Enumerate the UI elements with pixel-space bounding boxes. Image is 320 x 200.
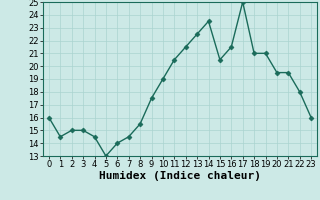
X-axis label: Humidex (Indice chaleur): Humidex (Indice chaleur) <box>99 171 261 181</box>
